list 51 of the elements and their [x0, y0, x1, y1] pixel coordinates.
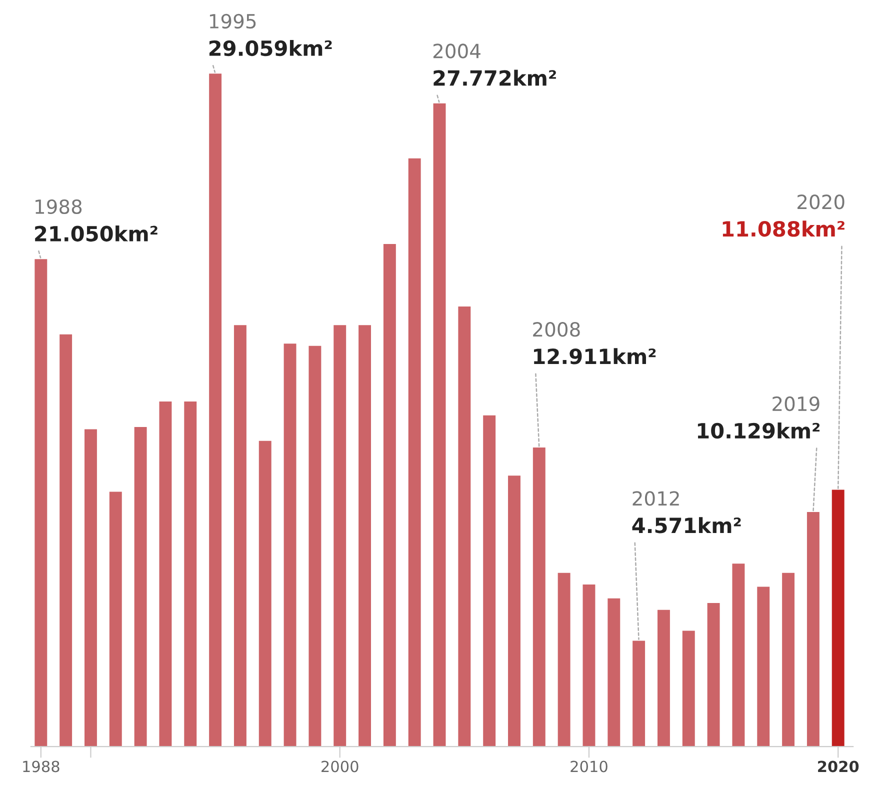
bar [159, 401, 172, 747]
data-label: 27.772km² [434, 70, 556, 86]
annotation: 2019 [772, 396, 820, 412]
bar [582, 584, 596, 747]
text: 2004 [433, 44, 480, 58]
bar [532, 448, 546, 747]
bar [632, 640, 646, 747]
bar [34, 259, 48, 747]
bar [284, 344, 296, 747]
bar [60, 334, 72, 747]
data-label: 29.059km² [209, 40, 332, 56]
bar [483, 415, 496, 747]
bar [433, 103, 446, 747]
x-tick-label: 2010 [570, 760, 608, 772]
data-label: 21.050km² [35, 225, 158, 242]
bar [408, 158, 421, 747]
annotation: 2008 [533, 322, 580, 337]
bar [757, 586, 770, 747]
bar [308, 346, 322, 747]
annotation: 1988 [36, 199, 82, 214]
bar [707, 602, 720, 747]
bar [558, 572, 570, 747]
bar [358, 325, 371, 747]
bar [84, 429, 97, 747]
data-label: 12.911km² [534, 348, 656, 364]
x-tick-label: 1988 [23, 760, 60, 772]
bar [383, 244, 396, 747]
annotation: 2012 [632, 491, 679, 506]
bar [184, 401, 197, 747]
data-label: 10.129km² [698, 422, 820, 439]
bar [508, 476, 520, 747]
bar [832, 490, 844, 747]
data-label: 11.088km² [722, 220, 844, 237]
x-tick-label: 2000 [322, 760, 358, 772]
bar [782, 572, 795, 747]
bar [732, 564, 745, 747]
bar [258, 440, 272, 747]
text: 1995 [210, 14, 256, 29]
bar [134, 426, 147, 747]
bar [334, 325, 346, 747]
bar [109, 492, 122, 747]
bar [209, 74, 222, 747]
annotation: 2020 [798, 194, 844, 210]
bar [806, 512, 820, 747]
bar [682, 630, 695, 747]
bar [234, 325, 246, 747]
bar [458, 306, 471, 747]
data-label: 4.571km² [632, 517, 741, 534]
bar [608, 598, 620, 747]
x-tick-label: 2020 [818, 760, 859, 772]
bar [657, 610, 670, 747]
